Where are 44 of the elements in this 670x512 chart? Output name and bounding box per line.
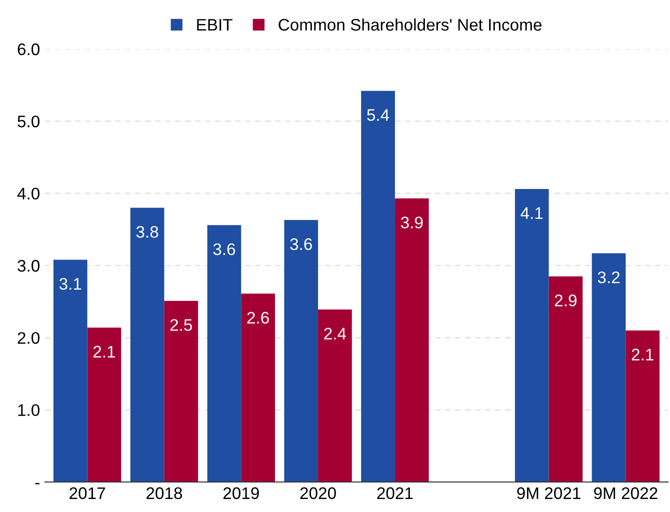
y-tick-label: 5.0 bbox=[18, 116, 40, 128]
data-label: 3.6 bbox=[290, 238, 312, 250]
bar bbox=[318, 310, 352, 482]
legend-label: EBIT bbox=[197, 19, 232, 31]
data-label: 2.9 bbox=[554, 294, 576, 306]
x-tick-label: 2019 bbox=[223, 487, 259, 500]
bar bbox=[361, 90, 395, 482]
bar bbox=[592, 253, 626, 482]
data-label: 2.1 bbox=[632, 348, 654, 360]
data-label: 3.9 bbox=[400, 216, 423, 228]
data-label: 2.6 bbox=[247, 312, 269, 324]
legend-label: Common Shareholders' Net Income bbox=[278, 18, 542, 31]
data-label: 3.1 bbox=[59, 278, 82, 290]
y-tick-label: 6.0 bbox=[18, 43, 40, 56]
bar bbox=[53, 260, 88, 482]
bar bbox=[284, 220, 318, 482]
y-tick-label: 4.0 bbox=[17, 188, 40, 200]
bar bbox=[241, 294, 275, 482]
data-label: 2.5 bbox=[170, 319, 192, 331]
bar bbox=[548, 276, 583, 482]
data-label: 3.6 bbox=[213, 243, 236, 256]
bar bbox=[626, 330, 660, 482]
bar bbox=[87, 328, 122, 482]
bar bbox=[394, 198, 429, 482]
data-label: 3.8 bbox=[136, 226, 158, 238]
bar bbox=[514, 189, 549, 482]
data-label: 2.4 bbox=[324, 328, 346, 340]
data-label: 5.4 bbox=[367, 109, 390, 121]
x-tick-label: 9M 2022 bbox=[594, 487, 658, 500]
x-tick-label: 2020 bbox=[300, 487, 336, 500]
bar bbox=[164, 300, 198, 482]
bar bbox=[207, 225, 242, 482]
bar bbox=[130, 208, 164, 482]
y-tick-label: 1.0 bbox=[18, 404, 40, 416]
x-tick-label: 2021 bbox=[377, 487, 413, 500]
x-tick-label: 9M 2021 bbox=[517, 487, 580, 500]
data-label: 4.1 bbox=[520, 207, 543, 219]
x-tick-label: 2017 bbox=[70, 487, 106, 500]
data-label: 3.2 bbox=[598, 271, 620, 284]
x-tick-label: 2018 bbox=[146, 487, 182, 500]
y-tick-label: - bbox=[35, 482, 40, 484]
y-tick-label: 3.0 bbox=[18, 260, 40, 272]
data-label: 2.1 bbox=[93, 346, 115, 358]
y-tick-label: 2.0 bbox=[18, 332, 40, 344]
